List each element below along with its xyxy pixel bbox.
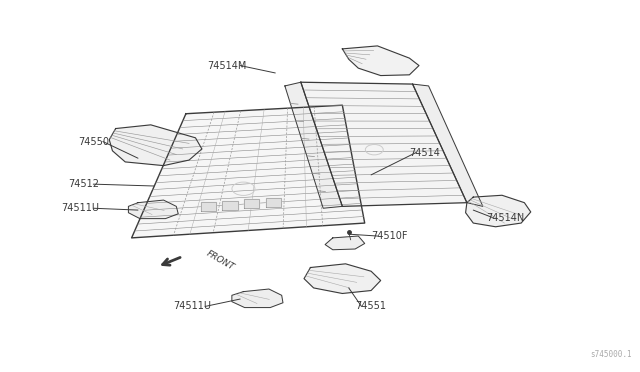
Polygon shape [304,264,381,294]
Polygon shape [466,195,531,227]
Polygon shape [201,202,216,211]
Polygon shape [244,199,259,208]
Text: 74512: 74512 [68,179,100,189]
Text: s745000.1: s745000.1 [590,350,632,359]
Polygon shape [129,200,178,219]
Polygon shape [232,289,283,308]
Polygon shape [109,125,202,166]
Polygon shape [301,82,467,206]
Text: 74551: 74551 [355,301,386,311]
Polygon shape [413,84,483,206]
Polygon shape [325,236,365,250]
Polygon shape [342,46,419,76]
Text: 74514: 74514 [410,148,440,158]
Polygon shape [285,82,342,208]
Polygon shape [132,105,365,238]
Text: 74550: 74550 [78,137,109,147]
Text: 74510F: 74510F [371,231,408,241]
Text: 74514N: 74514N [486,212,524,222]
Polygon shape [266,198,281,207]
Text: 74511U: 74511U [173,301,211,311]
Text: 74511U: 74511U [61,203,100,213]
Polygon shape [222,201,237,210]
Text: FRONT: FRONT [205,249,236,272]
Text: 74514M: 74514M [207,61,246,71]
